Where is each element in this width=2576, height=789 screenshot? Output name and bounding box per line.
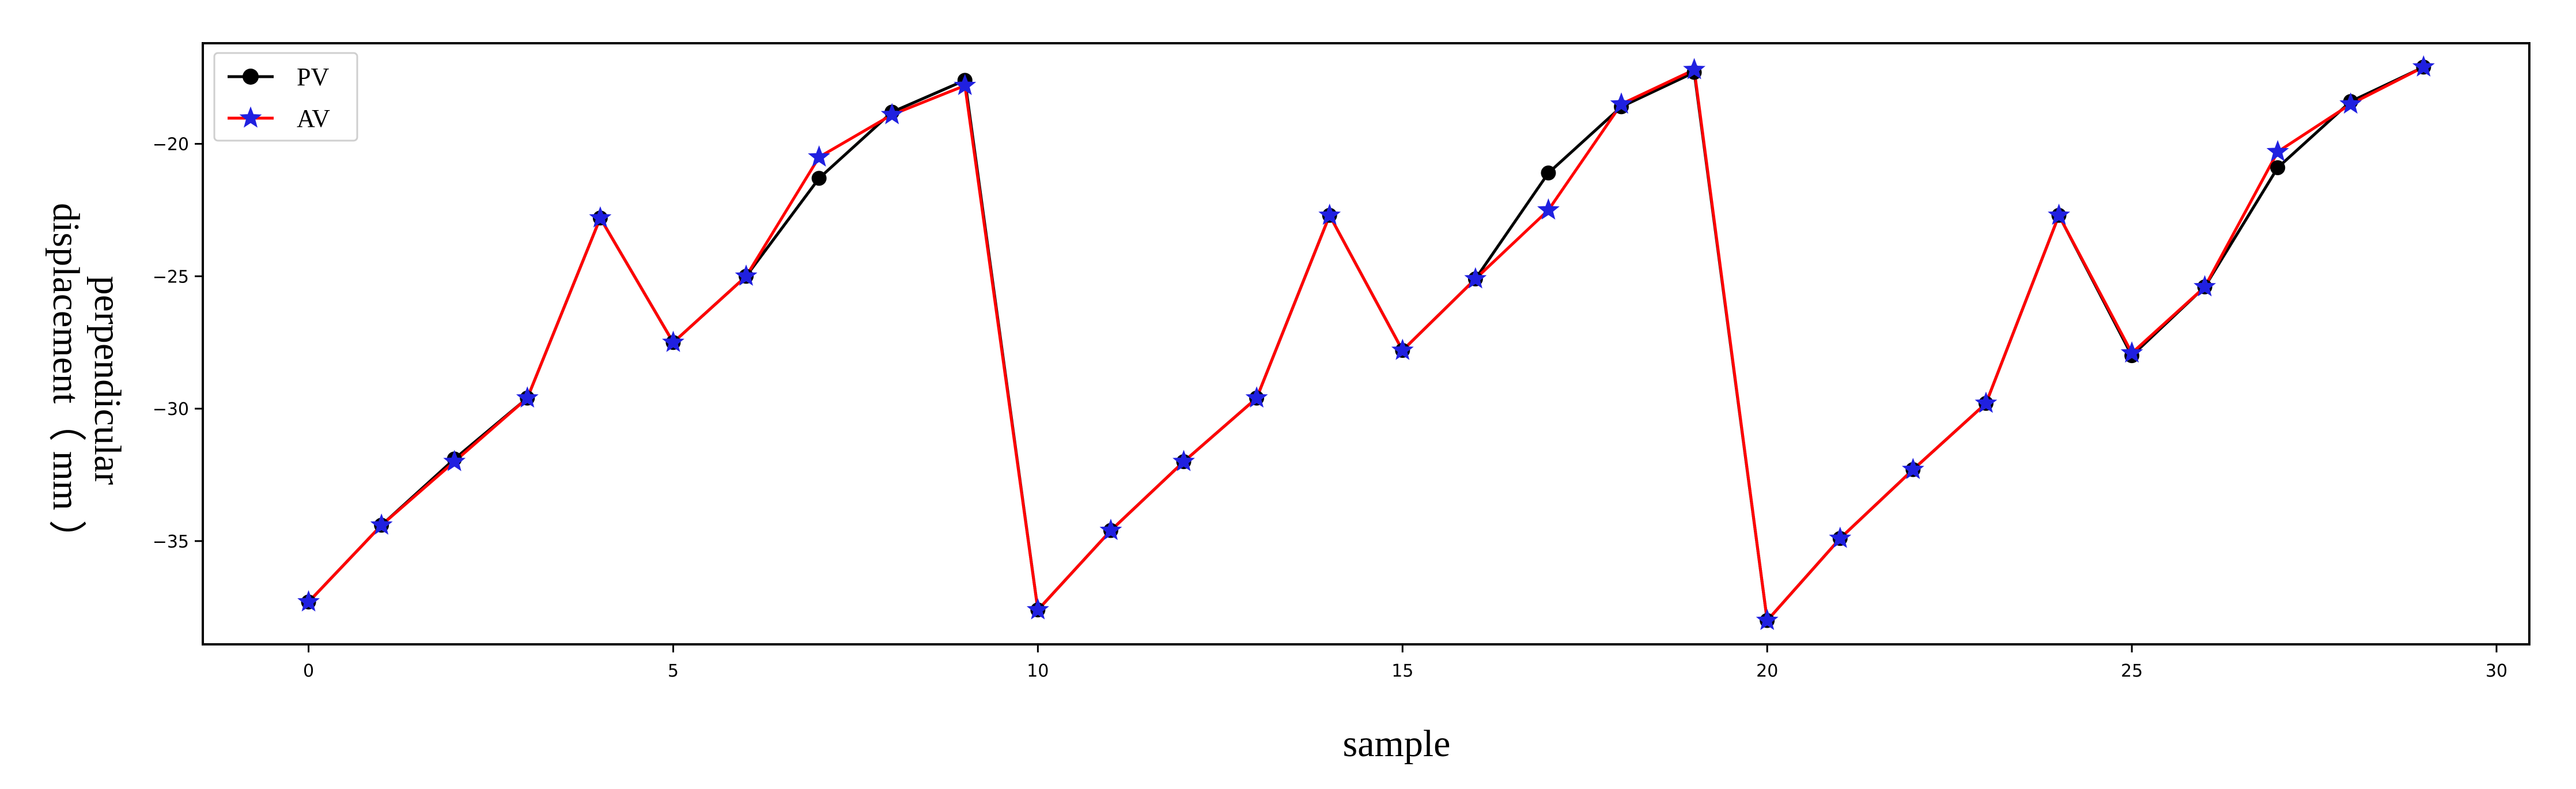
x-tick-label: 25 xyxy=(2121,661,2143,681)
data-point-av xyxy=(880,103,903,124)
x-tick-label: 0 xyxy=(303,661,314,681)
data-point-av xyxy=(370,513,393,535)
legend: PV AV xyxy=(213,52,358,142)
data-point-av xyxy=(1172,450,1195,471)
data-point-av xyxy=(2266,139,2289,161)
y-axis-ticks: −35 −30 −25 −20 xyxy=(153,135,203,552)
data-point-av xyxy=(1756,609,1779,631)
y-tick-label: −30 xyxy=(153,399,189,420)
series-line-pv xyxy=(307,66,2424,622)
data-point-av xyxy=(2120,341,2143,363)
data-point-av xyxy=(516,386,539,408)
legend-av-label: AV xyxy=(297,104,330,133)
y-axis-title: perpendicular displacement（ mm ） xyxy=(45,203,128,558)
data-point-av xyxy=(1026,598,1049,620)
series-line-av xyxy=(307,66,2424,622)
data-point-av xyxy=(443,450,466,471)
y-tick-label: −25 xyxy=(153,267,189,287)
data-point-av xyxy=(1245,386,1268,408)
y-tick-label: −35 xyxy=(153,532,189,552)
data-point-av xyxy=(735,264,758,286)
series-layer xyxy=(297,55,2435,631)
data-point-av xyxy=(2339,92,2362,114)
data-point-pv xyxy=(2270,160,2286,175)
x-tick-label: 5 xyxy=(668,661,679,681)
data-point-av xyxy=(2412,55,2435,77)
data-point-av xyxy=(297,590,320,612)
legend-frame xyxy=(213,52,358,142)
data-point-av xyxy=(1610,92,1633,114)
data-point-av xyxy=(2193,275,2216,297)
y-axis-title-line-1: perpendicular xyxy=(86,276,128,485)
data-point-av xyxy=(1974,391,1998,413)
data-point-av xyxy=(1683,58,1706,80)
data-point-av xyxy=(2048,203,2070,225)
y-tick-label: −20 xyxy=(153,135,189,155)
data-point-av xyxy=(1829,526,1852,548)
x-tick-label: 15 xyxy=(1391,661,1413,681)
data-point-av xyxy=(1464,267,1487,289)
x-tick-label: 30 xyxy=(2486,661,2507,681)
data-point-av xyxy=(954,74,977,96)
plot-area-frame xyxy=(202,42,2530,645)
y-axis-title-line-2: displacement（ mm ） xyxy=(45,203,87,558)
data-point-av xyxy=(1099,519,1122,540)
x-axis-ticks: 0 5 10 15 20 25 30 xyxy=(303,644,2507,681)
legend-av-marker xyxy=(239,106,262,128)
legend-pv-marker xyxy=(243,69,259,85)
data-point-av xyxy=(1318,203,1341,225)
data-point-pv xyxy=(811,171,827,186)
x-axis-title: sample xyxy=(1343,723,1451,765)
x-tick-label: 10 xyxy=(1027,661,1049,681)
data-point-av xyxy=(662,330,684,352)
data-point-av xyxy=(1537,198,1560,220)
data-point-av xyxy=(589,206,612,228)
data-point-av xyxy=(808,145,831,167)
data-point-pv xyxy=(1541,165,1556,181)
legend-pv-label: PV xyxy=(297,63,329,91)
x-tick-label: 20 xyxy=(1756,661,1778,681)
data-point-av xyxy=(1391,338,1414,360)
data-point-av xyxy=(1901,458,1924,480)
